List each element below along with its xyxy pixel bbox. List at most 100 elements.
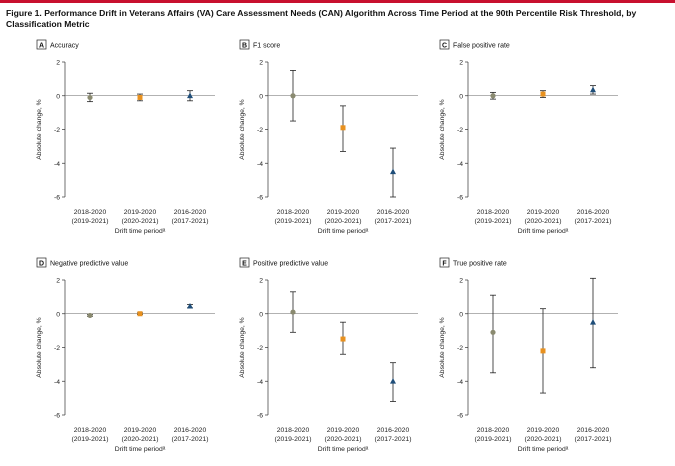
x-tick-label: 2016-2020 [174,209,207,216]
panel-e: E Positive predictive value 2 0 -2 -4 -6 Absolu… [239,257,418,453]
x-tick-label: 2019-2020 [124,209,157,216]
x-tick-sublabel: (2019-2021) [474,218,511,225]
x-tick-label: 2018-2020 [74,209,107,216]
x-tick-sublabel: (2017-2021) [574,218,611,225]
x-tick-sublabel: (2020-2021) [524,218,561,225]
x-tick-label: 2019-2020 [124,427,157,434]
figure-title: Figure 1. Performance Drift in Veterans … [6,8,637,29]
panel-letter-box [239,39,250,50]
panel-title: F1 score [253,42,280,49]
x-tick-label: 2019-2020 [527,209,560,216]
top-accent-rule [0,0,675,3]
data-point-triangle [390,168,396,175]
x-axis-label: Drift time periodᵃ [318,446,369,453]
x-tick-label: 2016-2020 [577,427,610,434]
y-tick-label: 0 [459,93,463,100]
y-tick-label: -2 [457,127,463,134]
x-tick-sublabel: (2019-2021) [274,436,311,443]
x-axis-label: Drift time periodᵃ [115,446,166,453]
y-tick-label: -2 [257,127,263,134]
x-tick-sublabel: (2019-2021) [274,218,311,225]
x-tick-label: 2018-2020 [477,209,510,216]
y-tick-label: -6 [54,413,60,420]
x-tick-label: 2018-2020 [277,427,310,434]
y-tick-label: 2 [56,278,60,285]
y-tick-label: 2 [459,278,463,285]
x-tick-label: 2019-2020 [527,427,560,434]
data-point-square [340,125,346,131]
y-tick-label: -4 [54,379,60,386]
y-axis-label: Absolute change, % [439,99,446,159]
panel-letter-box [439,257,450,268]
panel-letter: D [39,260,44,267]
data-point-circle [290,93,296,99]
panel-letter-box [36,257,47,268]
y-axis-label: Absolute change, % [239,317,246,377]
y-axis-label: Absolute change, % [239,99,246,159]
x-tick-label: 2016-2020 [377,209,410,216]
panel-title: Accuracy [50,42,79,49]
panel-letter: E [242,260,247,267]
panel-letter: A [39,42,44,49]
x-tick-sublabel: (2017-2021) [171,218,208,225]
x-tick-sublabel: (2019-2021) [71,436,108,443]
data-point-circle [87,312,93,319]
panel-title: False positive rate [453,42,510,49]
x-tick-sublabel: (2020-2021) [121,436,158,443]
y-axis-label: Absolute change, % [36,99,43,159]
data-point-triangle [187,92,193,99]
x-tick-label: 2018-2020 [277,209,310,216]
panel-c: C False positive rate 2 0 -2 -4 -6 Absolute cha… [439,39,618,235]
x-tick-label: 2016-2020 [577,209,610,216]
y-tick-label: -2 [457,345,463,352]
panel-b: B F1 score 2 0 -2 -4 -6 Absolute change, % 2018-… [239,39,418,235]
x-tick-sublabel: (2019-2021) [474,436,511,443]
x-tick-label: 2018-2020 [477,427,510,434]
panel-a: A Accuracy 2 0 -2 -4 -6 Absolute change, % 2018-… [36,39,215,235]
y-tick-label: -4 [54,161,60,168]
y-tick-label: -6 [257,195,263,202]
y-tick-label: 2 [56,60,60,67]
x-axis-label: Drift time periodᵃ [115,228,166,235]
data-point-square [137,311,143,317]
y-tick-label: -2 [54,127,60,134]
y-tick-label: 2 [459,60,463,67]
x-tick-label: 2019-2020 [327,209,360,216]
panel-letter: F [442,260,447,267]
x-axis-label: Drift time periodᵃ [518,228,569,235]
panel-title: Negative predictive value [50,260,128,267]
y-tick-label: 2 [259,60,263,67]
data-point-triangle [187,302,193,309]
y-tick-label: -6 [457,195,463,202]
y-tick-label: 0 [56,93,60,100]
y-tick-label: -2 [257,345,263,352]
x-tick-label: 2018-2020 [74,427,107,434]
x-tick-sublabel: (2020-2021) [121,218,158,225]
data-point-square [540,91,546,97]
x-tick-label: 2016-2020 [174,427,207,434]
data-point-square [540,348,546,354]
panel-title: True positive rate [453,260,507,267]
y-tick-label: -4 [457,379,463,386]
data-point-circle [490,93,496,99]
panel-d: D Negative predictive value 2 0 -2 -4 -6 Absolu… [36,257,215,453]
y-axis-label: Absolute change, % [36,317,43,377]
y-axis-label: Absolute change, % [439,317,446,377]
x-tick-sublabel: (2020-2021) [324,436,361,443]
x-tick-sublabel: (2017-2021) [374,218,411,225]
y-tick-label: -4 [257,379,263,386]
panel-letter: C [442,42,447,49]
data-point-triangle [390,378,396,384]
y-tick-label: -4 [257,161,263,168]
x-tick-sublabel: (2020-2021) [524,436,561,443]
data-point-triangle [590,86,596,93]
x-axis-label: Drift time periodᵃ [518,446,569,453]
x-tick-sublabel: (2017-2021) [574,436,611,443]
y-tick-label: 0 [56,311,60,318]
y-tick-label: 0 [259,93,263,100]
panel-letter-box [239,257,250,268]
x-tick-label: 2019-2020 [327,427,360,434]
x-tick-label: 2016-2020 [377,427,410,434]
y-tick-label: -6 [457,413,463,420]
